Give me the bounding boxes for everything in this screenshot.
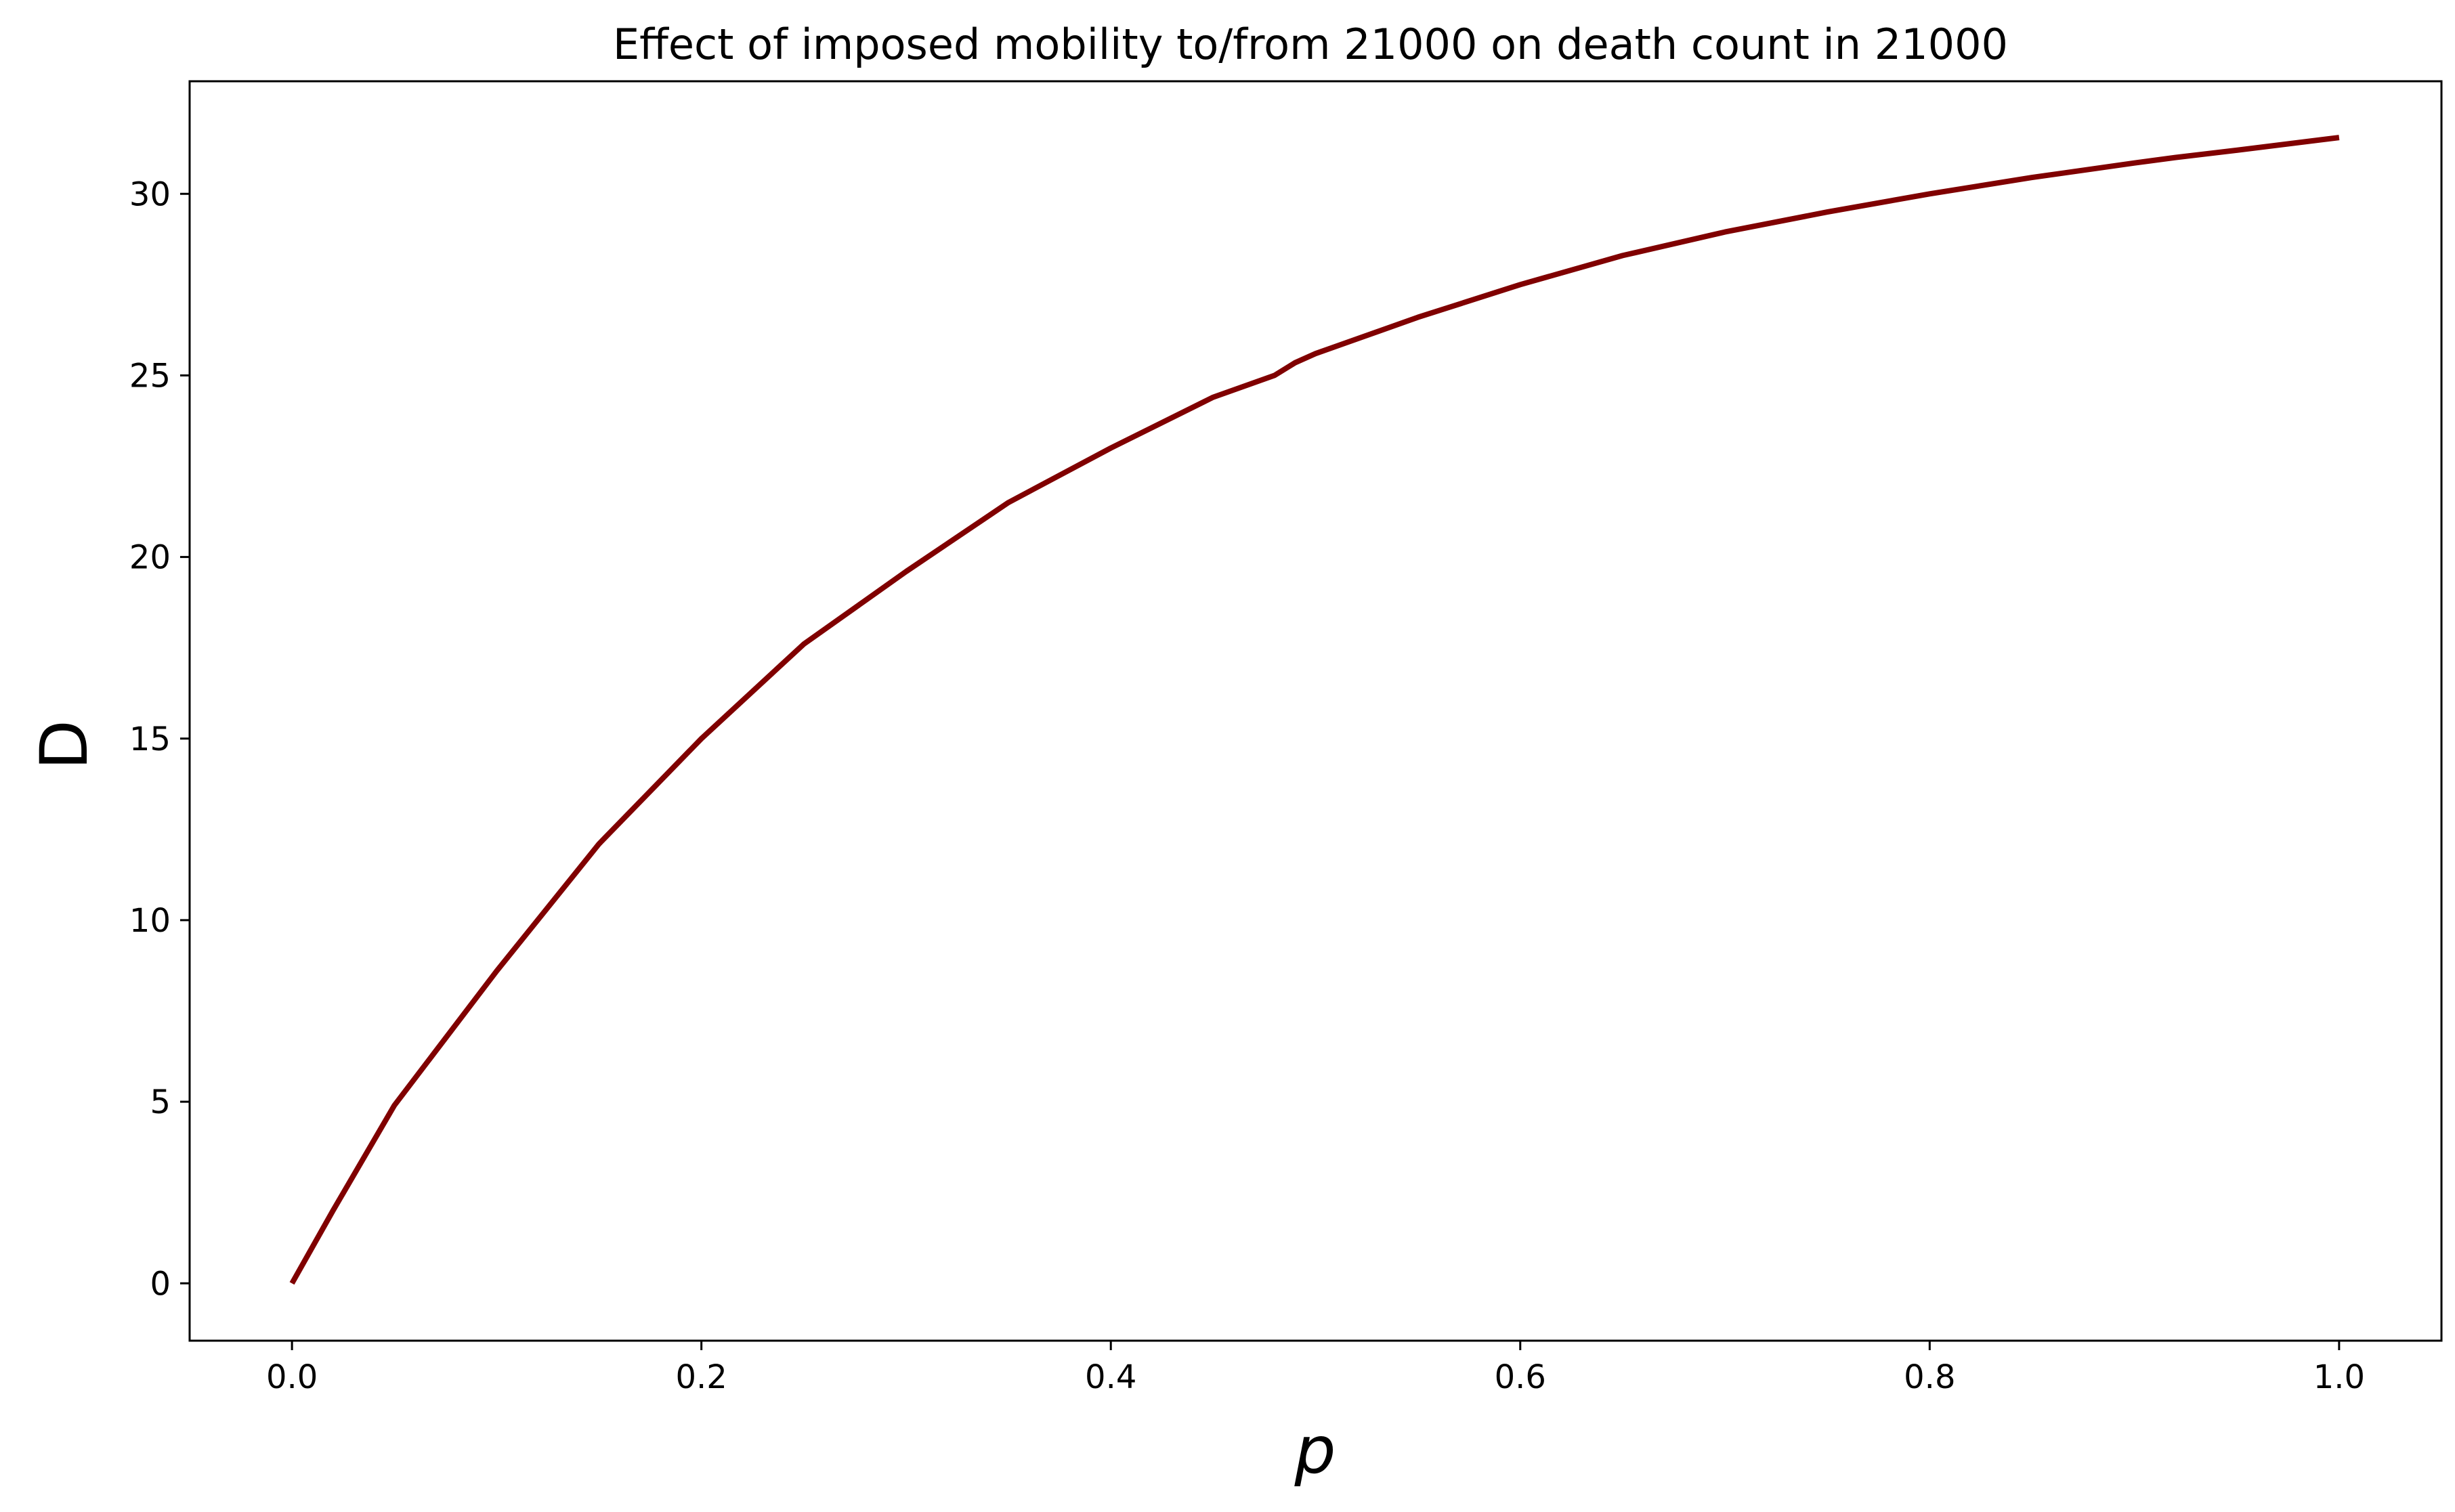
axes-frame (188, 80, 2443, 1342)
plot-area (289, 135, 2340, 1285)
series-line-0 (289, 135, 2340, 1285)
x-axis-label: p (1294, 1412, 1336, 1488)
x-tick-label: 1.0 (2313, 1358, 2365, 1396)
chart-title: Effect of imposed mobility to/from 21000… (613, 20, 2008, 69)
y-tick-label: 10 (129, 902, 171, 940)
x-tick-label: 0.6 (1495, 1358, 1546, 1396)
x-tick-label: 0.8 (1904, 1358, 1955, 1396)
y-tick-label: 25 (129, 357, 171, 395)
x-tick-label: 0.4 (1085, 1358, 1136, 1396)
x-axis: 0.0 0.2 0.4 0.6 0.8 1.0 (266, 1341, 2365, 1396)
y-tick-label: 15 (129, 720, 171, 758)
y-tick-label: 20 (129, 539, 171, 577)
y-axis-label: D (26, 720, 102, 770)
x-tick-label: 0.2 (676, 1358, 727, 1396)
y-tick-label: 0 (150, 1265, 171, 1303)
y-axis: 0 5 10 15 20 25 30 (129, 175, 190, 1303)
y-tick-label: 30 (129, 175, 171, 213)
y-tick-label: 5 (150, 1083, 171, 1121)
x-tick-label: 0.0 (266, 1358, 318, 1396)
